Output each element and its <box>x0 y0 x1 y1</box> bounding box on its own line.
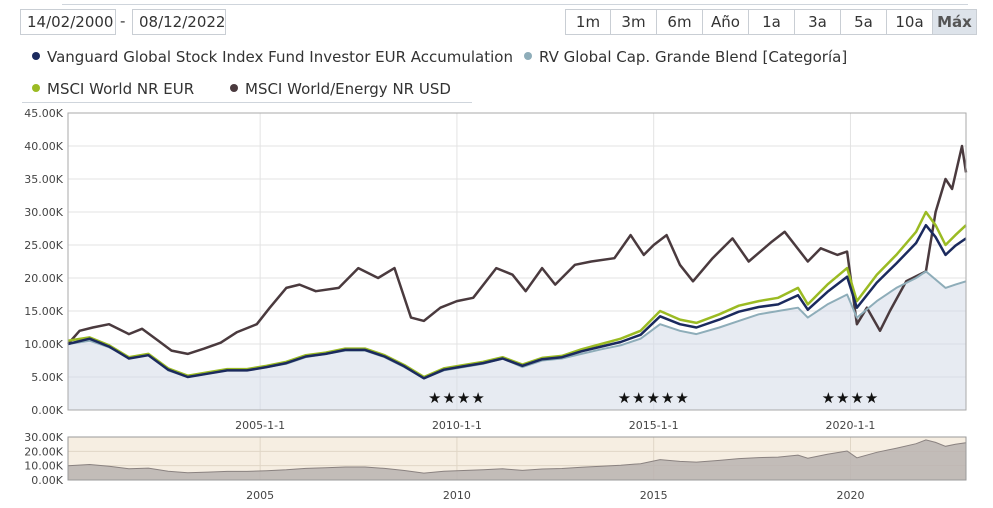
legend-item-msci-energy[interactable]: MSCI World/Energy NR USD <box>230 80 451 98</box>
y-tick-label: 45.00K <box>24 107 63 120</box>
y-tick-label: 30.00K <box>24 206 63 219</box>
series-line <box>67 144 968 356</box>
chart-axis-labels: 0.00K 5.00K 10.00K 15.00K 20.00K 25.00K 30.00K… <box>24 107 875 432</box>
navigator-x-tick-label: 2005 <box>246 489 274 502</box>
date-separator: - <box>120 12 126 30</box>
chart-series-lines <box>67 144 968 380</box>
navigator-x-tick-label: 2010 <box>443 489 471 502</box>
legend-divider <box>22 102 472 103</box>
navigator-y-tick-label: 0.00K <box>31 474 63 487</box>
navigator-selection <box>67 436 967 481</box>
x-tick-label: 2010-1-1 <box>432 419 482 432</box>
legend-dot-icon <box>230 84 238 92</box>
range-button-1a[interactable]: 1a <box>749 10 795 34</box>
legend-label: Vanguard Global Stock Index Fund Investo… <box>47 48 513 66</box>
series-line <box>67 210 967 379</box>
range-button-10a[interactable]: 10a <box>887 10 933 34</box>
rating-stars-icon: ★★★★ <box>822 389 880 407</box>
y-tick-label: 15.00K <box>24 305 63 318</box>
series-line <box>67 223 967 380</box>
range-button-max[interactable]: Máx <box>933 10 976 34</box>
legend-label: MSCI World NR EUR <box>47 80 195 98</box>
chart-rating-annotations: ★★★★ ★★★★★ ★★★★ <box>428 389 880 407</box>
navigator-y-tick-label: 10.00K <box>24 460 63 473</box>
y-tick-label: 20.00K <box>24 272 63 285</box>
x-tick-label: 2015-1-1 <box>629 419 679 432</box>
range-button-5a[interactable]: 5a <box>841 10 887 34</box>
rating-stars-icon: ★★★★★ <box>618 389 690 407</box>
navigator-y-tick-label: 30.00K <box>24 431 63 444</box>
legend-item-category[interactable]: RV Global Cap. Grande Blend [Categoría] <box>524 48 847 66</box>
legend-dot-icon <box>32 52 40 60</box>
range-button-6m[interactable]: 6m <box>657 10 703 34</box>
navigator-series-area <box>67 439 967 481</box>
chart-frame <box>67 112 967 411</box>
legend-label: RV Global Cap. Grande Blend [Categoría] <box>539 48 848 66</box>
navigator-x-tick-label: 2015 <box>640 489 668 502</box>
y-tick-label: 40.00K <box>24 140 63 153</box>
y-tick-label: 35.00K <box>24 173 63 186</box>
end-date-input[interactable]: 08/12/2022 <box>132 9 226 35</box>
range-button-ytd[interactable]: Año <box>703 10 749 34</box>
top-divider <box>62 4 968 5</box>
chart-area-fills <box>68 271 966 410</box>
plot-border <box>67 112 967 411</box>
start-date-input[interactable]: 14/02/2000 <box>20 9 116 35</box>
range-button-3m[interactable]: 3m <box>611 10 657 34</box>
x-tick-label: 2005-1-1 <box>235 419 285 432</box>
legend-item-vanguard[interactable]: Vanguard Global Stock Index Fund Investo… <box>32 48 513 66</box>
range-button-1m[interactable]: 1m <box>566 10 611 34</box>
range-button-3a[interactable]: 3a <box>795 10 841 34</box>
navigator-y-tick-label: 20.00K <box>24 445 63 458</box>
legend-dot-icon <box>32 84 40 92</box>
rating-stars-icon: ★★★★ <box>428 389 486 407</box>
legend-dot-icon <box>524 52 532 60</box>
y-tick-label: 5.00K <box>31 371 63 384</box>
navigator-x-tick-label: 2020 <box>836 489 864 502</box>
y-tick-label: 25.00K <box>24 239 63 252</box>
range-selector: 1m 3m 6m Año 1a 3a 5a 10a Máx <box>565 9 977 35</box>
legend-item-msci-world[interactable]: MSCI World NR EUR <box>32 80 194 98</box>
y-tick-label: 10.00K <box>24 338 63 351</box>
series-area-fill <box>68 271 966 410</box>
x-tick-label: 2020-1-1 <box>826 419 876 432</box>
legend-label: MSCI World/Energy NR USD <box>245 80 451 98</box>
y-tick-label: 0.00K <box>31 404 63 417</box>
